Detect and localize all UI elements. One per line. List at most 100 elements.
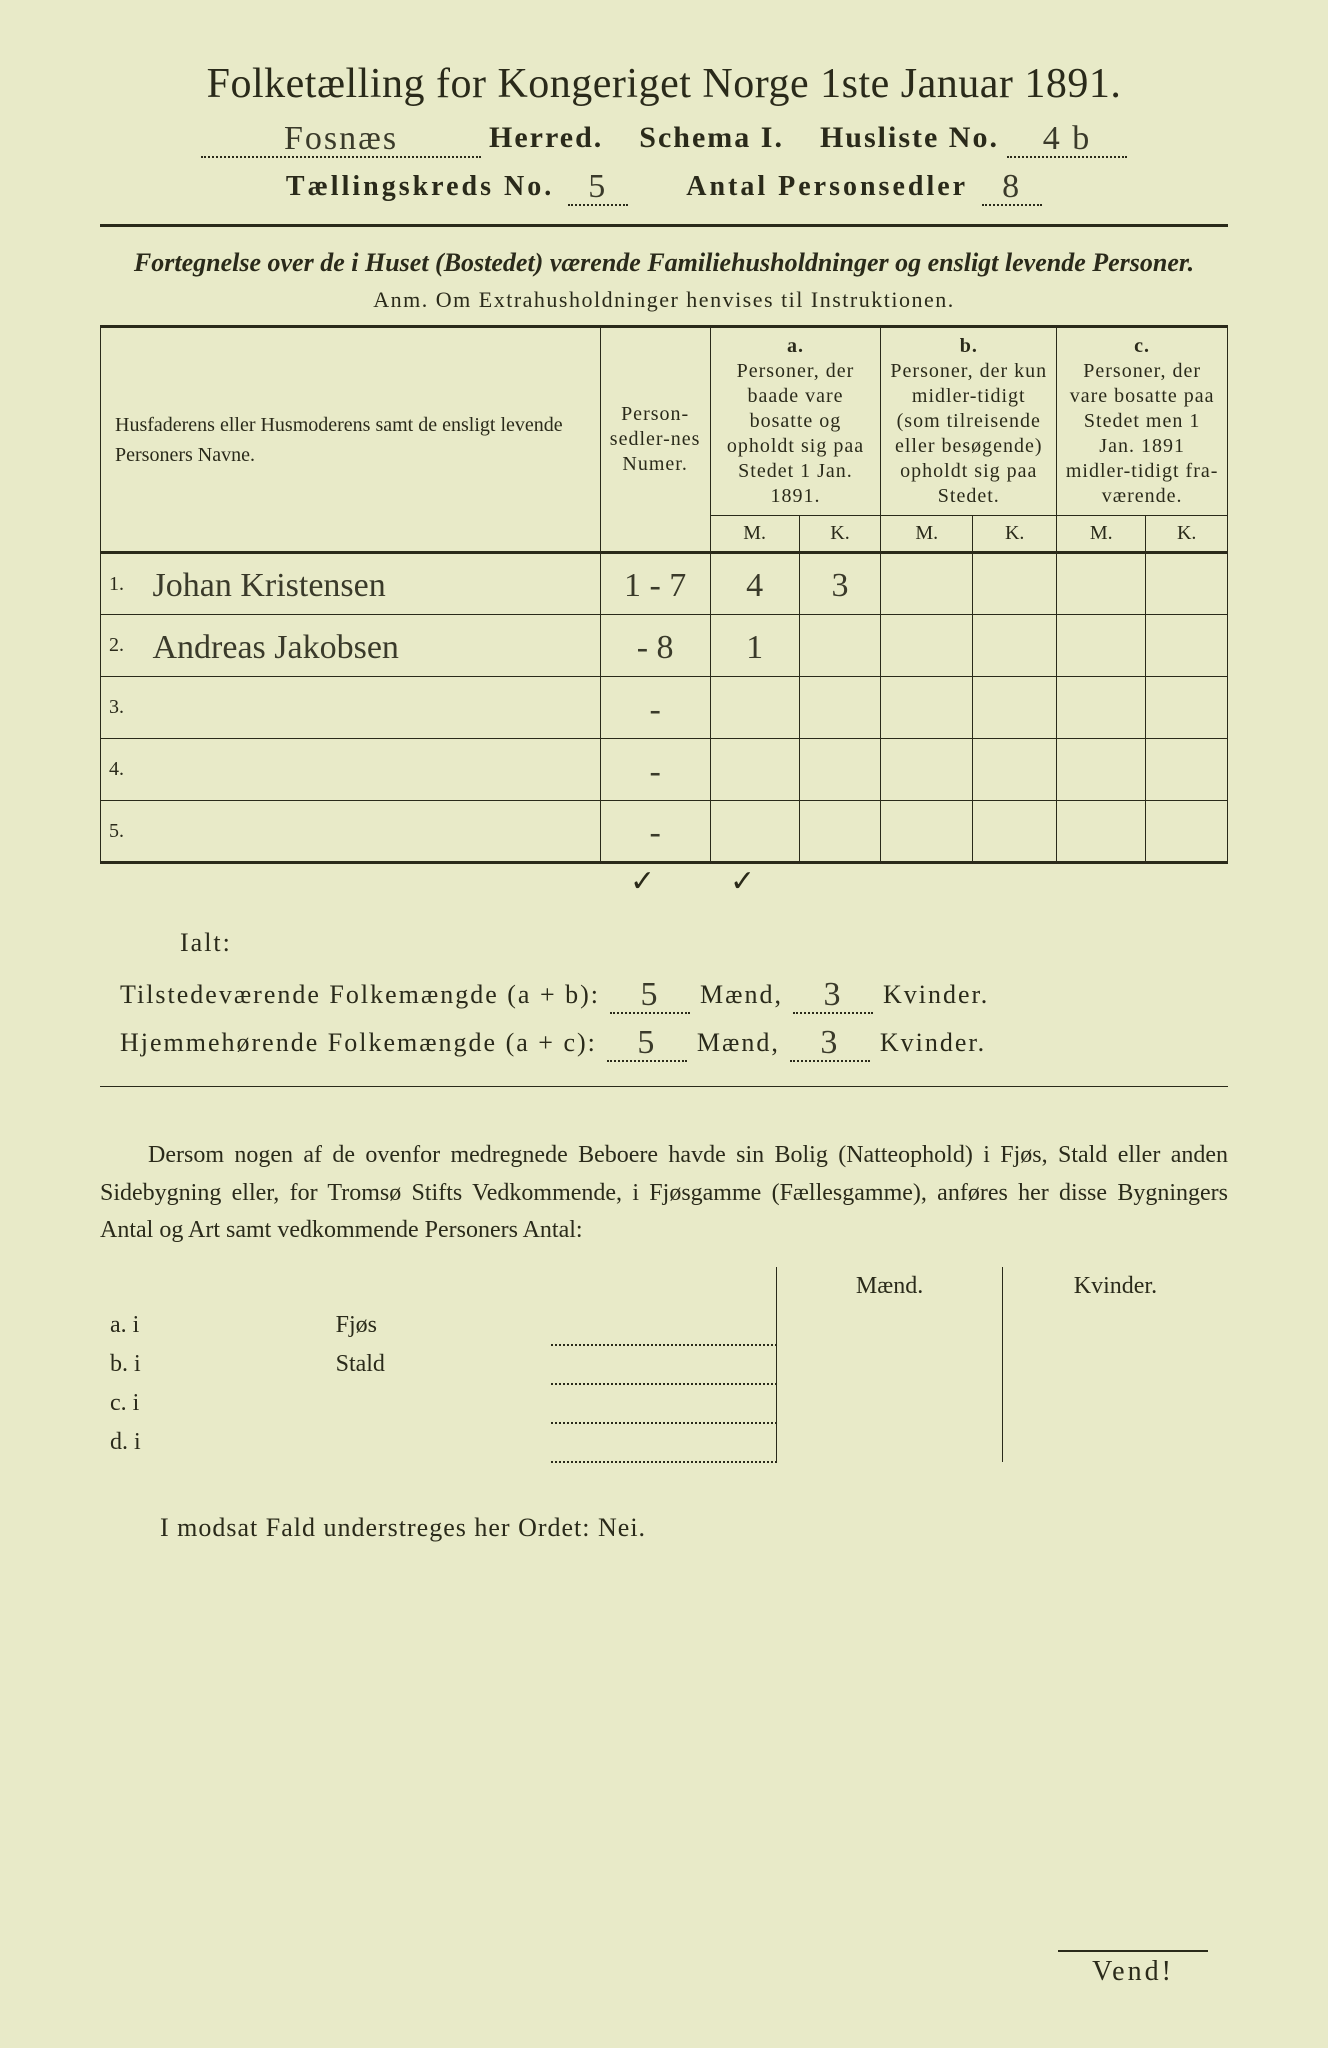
sidebygning-paragraph: Dersom nogen af de ovenfor medregnede Be… xyxy=(100,1137,1228,1249)
building-dots xyxy=(551,1306,777,1345)
tally-ak: ✓ xyxy=(730,864,755,899)
row-number: 5. xyxy=(101,801,145,863)
building-letter: c. i xyxy=(100,1384,326,1423)
cell-c-m xyxy=(1057,801,1146,863)
cell-b-k xyxy=(973,553,1057,615)
table-row: 5.- xyxy=(101,801,1228,863)
row-number: 4. xyxy=(101,739,145,801)
building-row: c. i xyxy=(100,1384,1228,1423)
building-type xyxy=(326,1384,552,1423)
sum1-m-field: 5 xyxy=(610,974,690,1014)
col-numer-header: Person-sedler-nes Numer. xyxy=(600,327,710,553)
cell-a-m: 4 xyxy=(710,553,799,615)
col-b-m: M. xyxy=(881,516,973,553)
building-dots xyxy=(551,1384,777,1423)
col-names-header: Husfaderens eller Husmoderens samt de en… xyxy=(101,327,601,553)
building-maend xyxy=(777,1306,1003,1345)
kvinder-label: Kvinder. xyxy=(883,980,989,1010)
cell-b-m xyxy=(881,553,973,615)
header-line-3: Tællingskreds No. 5 Antal Personsedler 8 xyxy=(100,166,1228,206)
col-a-header: a.Personer, der baade vare bosatte og op… xyxy=(710,327,881,516)
cell-c-k xyxy=(1146,677,1228,739)
vend-label: Vend! xyxy=(1058,1950,1208,1988)
fortegnelse-text: Fortegnelse over de i Huset (Bostedet) v… xyxy=(100,245,1228,281)
table-row: 4. - xyxy=(101,739,1228,801)
divider xyxy=(100,224,1228,227)
sum2-label: Hjemmehørende Folkemængde (a + c): xyxy=(120,1028,597,1058)
cell-c-m xyxy=(1057,739,1146,801)
anm-text: Anm. Om Extrahusholdninger henvises til … xyxy=(100,287,1228,313)
table-row: 3. - xyxy=(101,677,1228,739)
nei-line: I modsat Fald understreges her Ordet: Ne… xyxy=(160,1513,1228,1543)
row-number: 2. xyxy=(101,615,145,677)
row-number: 1. xyxy=(101,553,145,615)
col-a-m: M. xyxy=(710,516,799,553)
building-header-row: Mænd. Kvinder. xyxy=(100,1267,1228,1306)
building-type: Stald xyxy=(326,1345,552,1384)
cell-c-k xyxy=(1146,801,1228,863)
antal-field: 8 xyxy=(982,166,1042,206)
col-c-m: M. xyxy=(1057,516,1146,553)
maend-col-header: Mænd. xyxy=(777,1267,1003,1306)
sum-hjemme: Hjemmehørende Folkemængde (a + c): 5 Mæn… xyxy=(120,1022,1228,1062)
cell-b-m xyxy=(881,739,973,801)
cell-c-k xyxy=(1146,615,1228,677)
personsedler-num: - xyxy=(600,677,710,739)
census-form-page: Folketælling for Kongeriget Norge 1ste J… xyxy=(0,0,1328,2048)
cell-c-m xyxy=(1057,615,1146,677)
name-cell xyxy=(145,739,601,801)
col-c-k: K. xyxy=(1146,516,1228,553)
table-row: 2.Andreas Jakobsen- 81 xyxy=(101,615,1228,677)
cell-c-k xyxy=(1146,739,1228,801)
building-maend xyxy=(777,1423,1003,1462)
cell-a-m xyxy=(710,801,799,863)
cell-a-k xyxy=(799,739,881,801)
kvinder-label-2: Kvinder. xyxy=(880,1028,986,1058)
husliste-value: 4 b xyxy=(1043,120,1092,157)
herred-field: Fosnæs xyxy=(201,118,481,158)
personsedler-num: - xyxy=(600,739,710,801)
row-number: 3. xyxy=(101,677,145,739)
building-kvinder xyxy=(1002,1306,1228,1345)
cell-b-m xyxy=(881,615,973,677)
husliste-label: Husliste No. xyxy=(820,121,999,155)
antal-value: 8 xyxy=(1002,168,1022,205)
herred-value: Fosnæs xyxy=(284,120,398,157)
divider-2 xyxy=(100,1086,1228,1087)
cell-a-k xyxy=(799,615,881,677)
cell-b-k xyxy=(973,801,1057,863)
building-letter: a. i xyxy=(100,1306,326,1345)
kreds-value: 5 xyxy=(588,168,608,205)
schema-label: Schema I. xyxy=(639,121,784,155)
col-b-k: K. xyxy=(973,516,1057,553)
name-cell: Johan Kristensen xyxy=(145,553,601,615)
building-letter: b. i xyxy=(100,1345,326,1384)
antal-label: Antal Personsedler xyxy=(686,171,968,203)
building-type xyxy=(326,1423,552,1462)
col-c-header: c.Personer, der vare bosatte paa Stedet … xyxy=(1057,327,1228,516)
maend-label: Mænd, xyxy=(700,980,783,1010)
cell-c-m xyxy=(1057,553,1146,615)
building-kvinder xyxy=(1002,1384,1228,1423)
cell-b-m xyxy=(881,677,973,739)
building-dots xyxy=(551,1345,777,1384)
building-maend xyxy=(777,1345,1003,1384)
herred-label: Herred. xyxy=(489,121,603,155)
cell-a-m xyxy=(710,677,799,739)
kvinder-col-header: Kvinder. xyxy=(1002,1267,1228,1306)
cell-a-k xyxy=(799,801,881,863)
building-row: a. iFjøs xyxy=(100,1306,1228,1345)
cell-b-k xyxy=(973,739,1057,801)
building-table: Mænd. Kvinder. a. iFjøsb. iStaldc. id. i xyxy=(100,1267,1228,1463)
main-table: Husfaderens eller Husmoderens samt de en… xyxy=(100,325,1228,864)
maend-label-2: Mænd, xyxy=(697,1028,780,1058)
tally-marks-row: ✓ ✓ xyxy=(100,864,1228,892)
cell-a-k: 3 xyxy=(799,553,881,615)
page-title: Folketælling for Kongeriget Norge 1ste J… xyxy=(100,60,1228,108)
building-maend xyxy=(777,1384,1003,1423)
sum1-k-field: 3 xyxy=(793,974,873,1014)
cell-b-m xyxy=(881,801,973,863)
cell-a-m xyxy=(710,739,799,801)
cell-a-k xyxy=(799,677,881,739)
col-b-header: b.Personer, der kun midler-tidigt (som t… xyxy=(881,327,1057,516)
